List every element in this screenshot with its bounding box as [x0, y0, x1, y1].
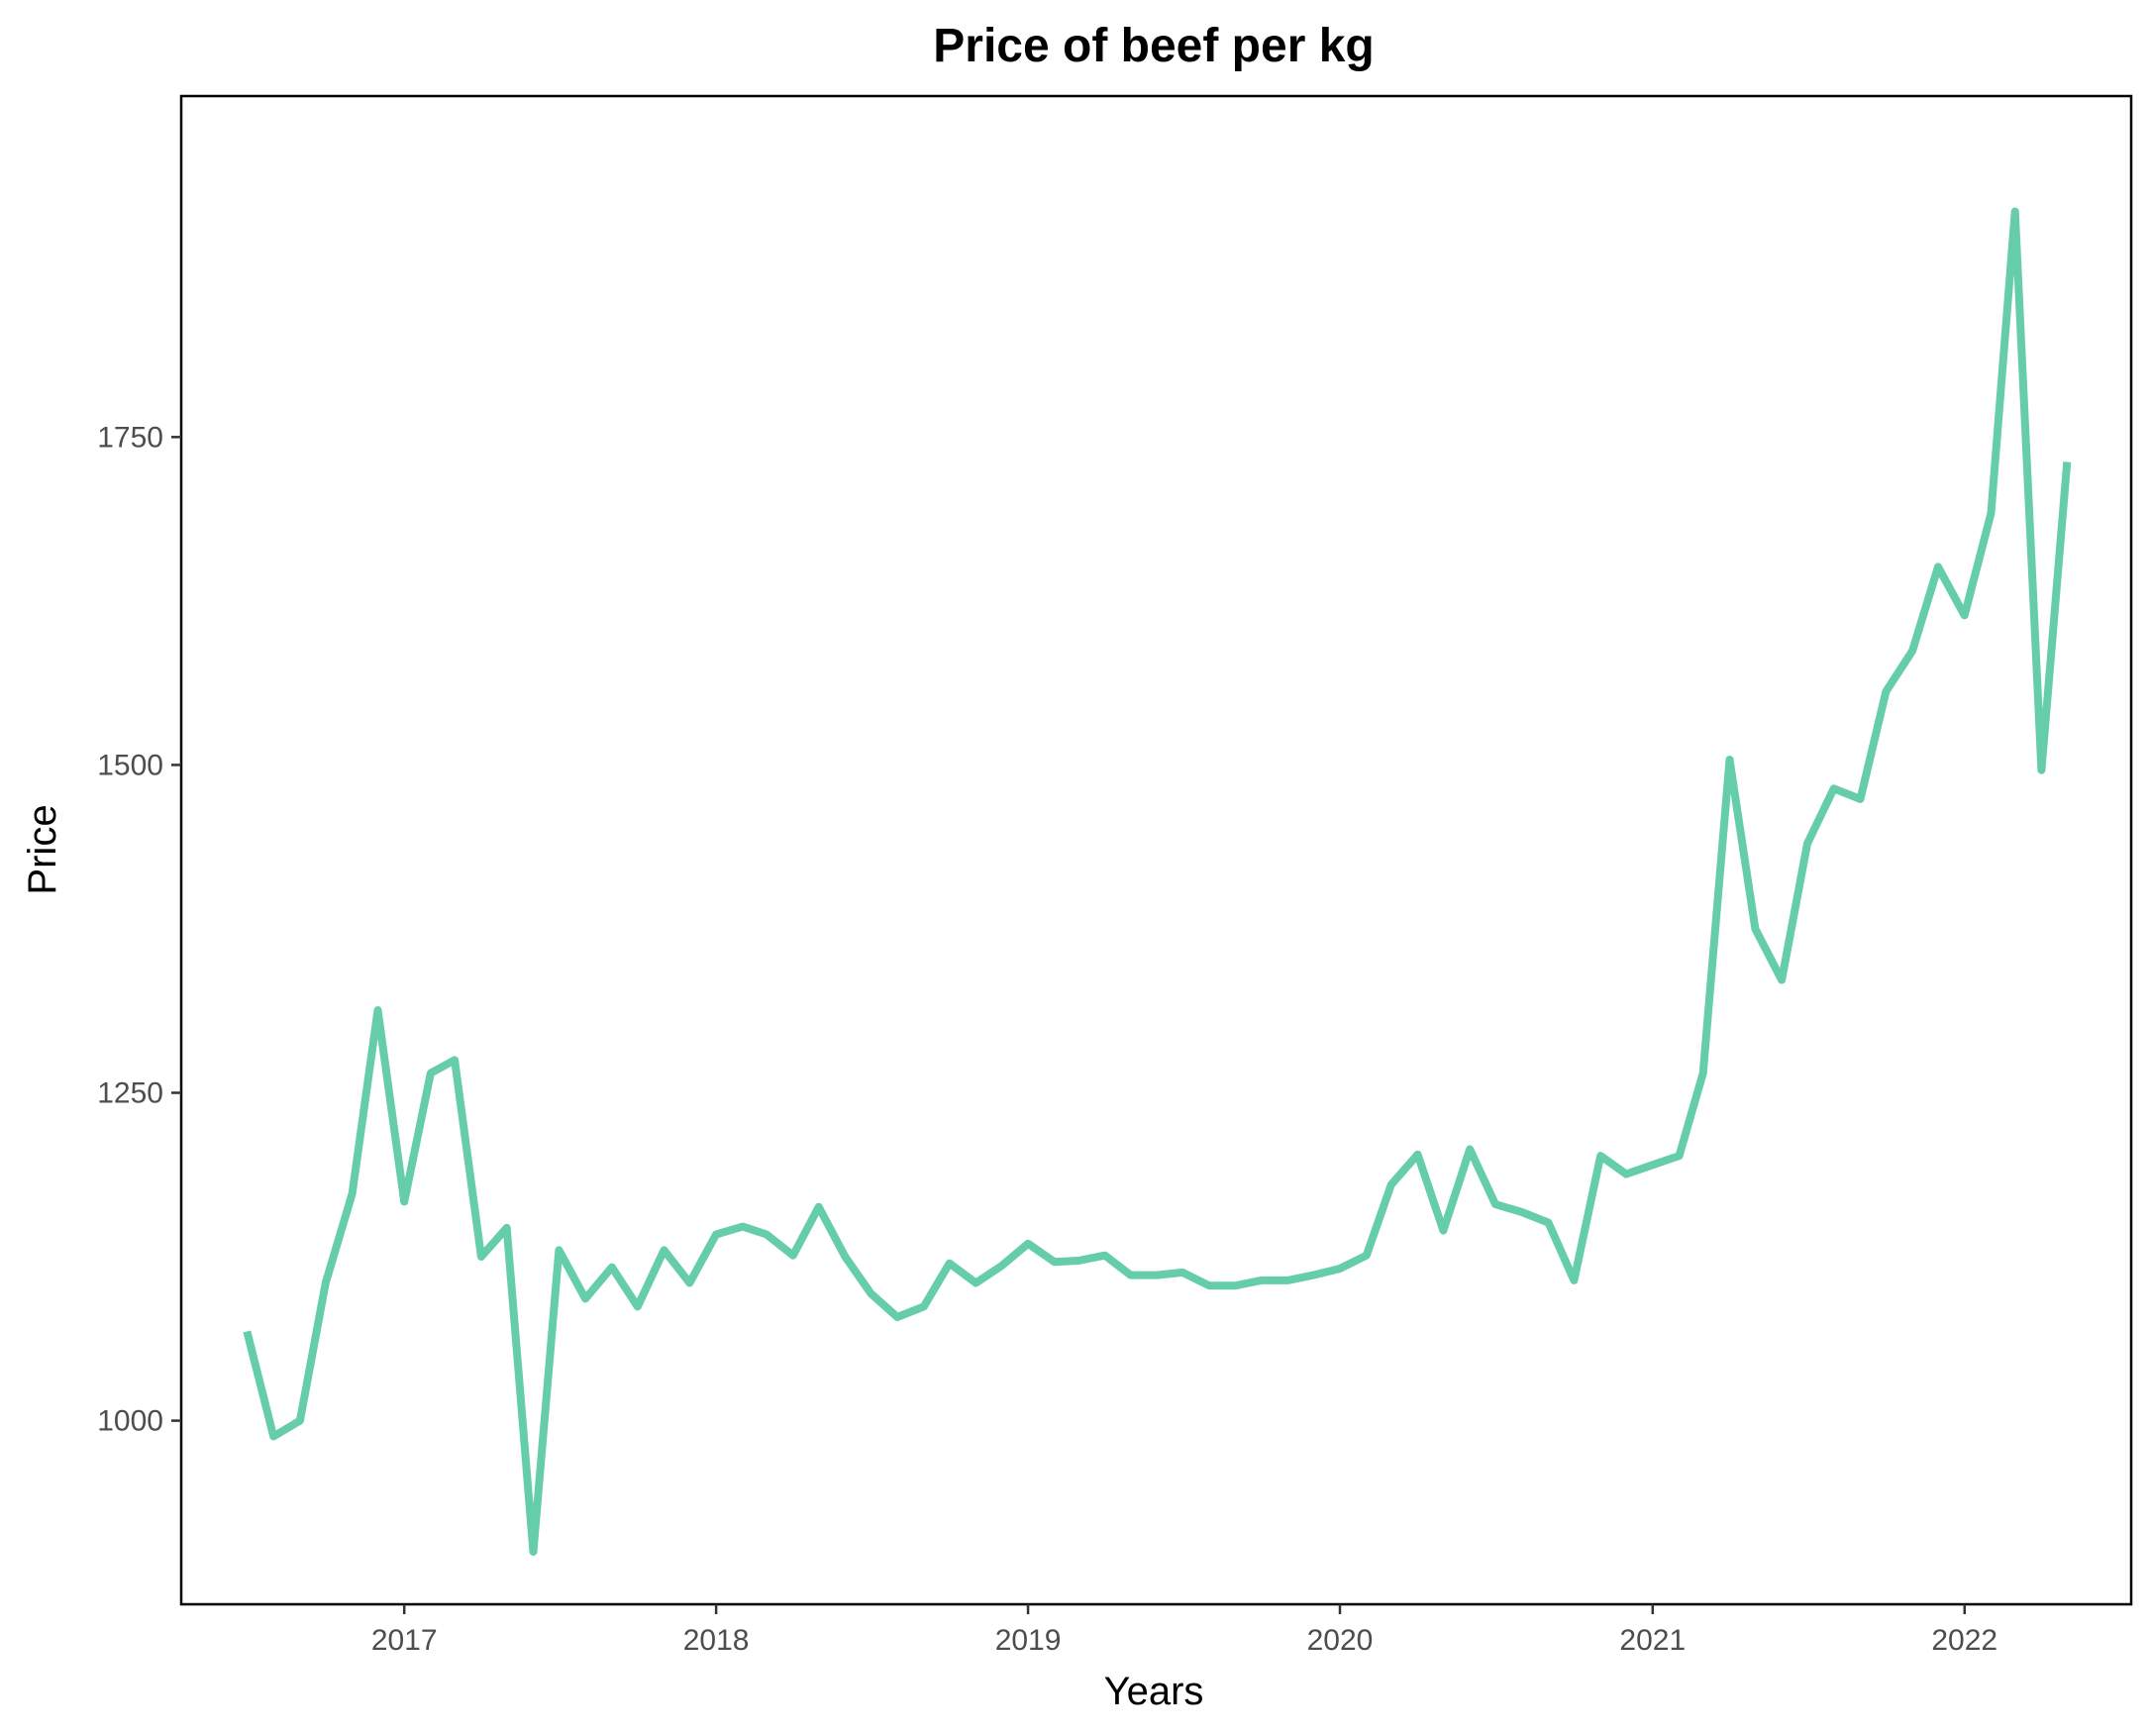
- x-tick-label: 2019: [995, 1624, 1062, 1657]
- x-axis: 2017 2018 2019 2020 2021 2022: [371, 1604, 1997, 1657]
- y-tick-label: 1750: [97, 421, 163, 454]
- x-tick-label: 2020: [1307, 1624, 1374, 1657]
- x-tick-label: 2018: [683, 1624, 750, 1657]
- y-tick-label: 1250: [97, 1077, 163, 1110]
- x-tick-label: 2021: [1619, 1624, 1686, 1657]
- y-axis: 1000 1250 1500 1750: [97, 421, 181, 1438]
- plot-panel: [179, 94, 2133, 1606]
- y-axis-title: Price: [21, 804, 64, 894]
- x-tick-label: 2022: [1931, 1624, 1997, 1657]
- series-layer: [243, 207, 2072, 1556]
- chart-title: Price of beef per kg: [933, 20, 1374, 72]
- x-axis-title: Years: [1104, 1670, 1204, 1713]
- x-tick-label: 2017: [371, 1624, 438, 1657]
- price-line: [243, 207, 2072, 1556]
- y-tick-label: 1500: [97, 749, 163, 781]
- y-tick-label: 1000: [97, 1405, 163, 1438]
